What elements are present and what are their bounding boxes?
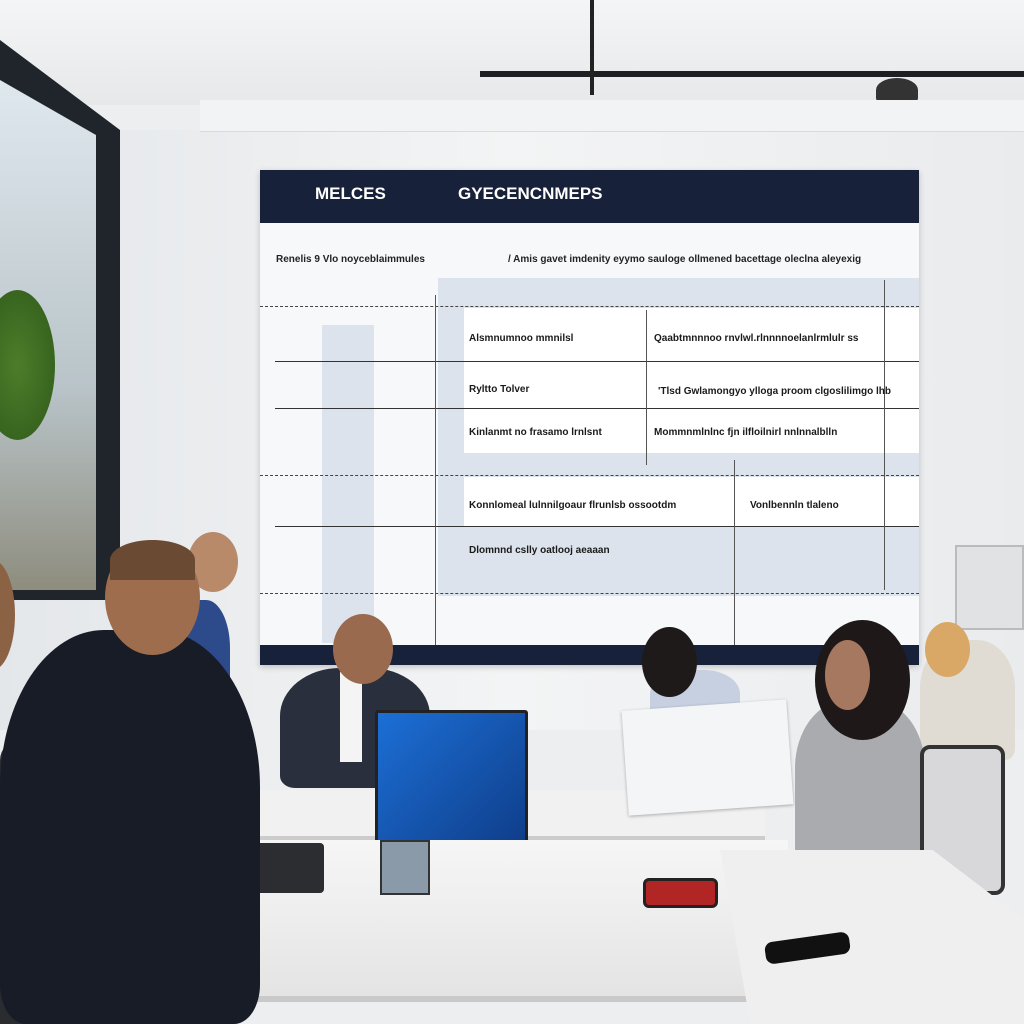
wall-unit — [955, 545, 1024, 630]
office-chair-right — [920, 745, 1005, 895]
table-panel-bottom — [464, 477, 919, 527]
column-line — [734, 460, 735, 665]
column-line — [884, 280, 885, 590]
ceiling-beam — [200, 100, 1024, 132]
bg-bar — [322, 325, 374, 643]
laptop-stand — [380, 840, 430, 895]
screen-footer — [260, 645, 919, 665]
screen-header: MELCES GYECENCNMEPS — [260, 170, 919, 223]
ceiling-light — [876, 78, 918, 102]
ceiling-track-rail — [480, 71, 1024, 77]
row-line — [275, 361, 919, 362]
row-label: Konnlomeal lulnnilgoaur flrunlsb ossootd… — [469, 500, 677, 511]
projector-mount — [590, 0, 594, 95]
dashed-divider — [260, 475, 919, 476]
screen-subheader-left: Renelis 9 Vlo noyceblaimmules — [276, 254, 425, 265]
table-panel-top — [464, 308, 919, 453]
screen-title-right: GYECENCNMEPS — [458, 184, 603, 203]
column-line — [435, 295, 436, 665]
row-line — [275, 408, 919, 409]
ceiling — [0, 0, 1024, 105]
row-label: Alsmnumnoo mmnilsl — [469, 333, 574, 344]
red-case — [643, 878, 718, 908]
paper-document — [621, 699, 794, 816]
row-detail: Mommnmlnlnc fjn ilfloilnirl nnlnnalblln — [654, 427, 838, 438]
row-detail: Qaabtmnnnoo rnvlwl.rlnnnnoelanlrmlulr ss — [654, 333, 859, 344]
laptop — [375, 710, 528, 845]
screen-title-left: MELCES — [315, 184, 386, 203]
screen-subheader-right: / Amis gavet imdenity eyymo sauloge ollm… — [508, 254, 862, 265]
row-detail: Vonlbennln tlaleno — [750, 500, 839, 511]
row-label: Kinlanmt no frasamo lrnlsnt — [469, 427, 602, 438]
row-detail: 'Tlsd Gwlamongyo ylloga proom clgoslilim… — [658, 386, 891, 397]
dashed-divider — [260, 306, 919, 307]
row-line — [275, 526, 919, 527]
column-line — [646, 310, 647, 465]
dashed-divider — [260, 593, 919, 594]
row-label: Dlomnnd cslly oatlooj aeaaan — [469, 545, 610, 556]
row-label: Ryltto Tolver — [469, 384, 530, 395]
presentation-screen: MELCES GYECENCNMEPS Renelis 9 Vlo noyceb… — [260, 170, 919, 665]
